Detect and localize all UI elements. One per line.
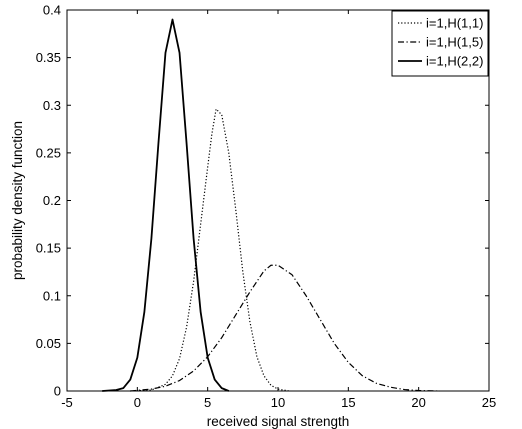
legend-entries: i=1,H(1,1) i=1,H(1,5) i=1,H(2,2) (398, 16, 483, 69)
legend-box (391, 10, 489, 77)
x-tick-label: 0 (134, 395, 141, 410)
y-axis-label: probability density function (10, 121, 25, 280)
y-tick-label: 0.25 (36, 145, 61, 160)
x-tick-label: 20 (411, 395, 425, 410)
series-line-3 (102, 18, 230, 392)
y-tick-label: 0.15 (36, 241, 61, 256)
x-tick-label: 25 (482, 395, 496, 410)
legend-label-2: i=1,H(1,5) (426, 35, 483, 50)
legend-label-1: i=1,H(1,1) (426, 16, 483, 31)
y-tick-label: 0 (54, 384, 61, 399)
y-tick-label: 0.3 (43, 98, 61, 113)
x-axis-label: received signal strength (207, 414, 350, 429)
y-tick-label: 0.35 (36, 50, 61, 65)
y-tick-label: 0.4 (43, 3, 61, 18)
x-tick-label: 5 (204, 395, 211, 410)
legend: i=1,H(1,1) i=1,H(1,5) i=1,H(2,2) (391, 10, 489, 77)
x-tick-label: 15 (341, 395, 355, 410)
axis-tick-labels: -5 0 5 10 15 20 2500.050.10.150.20.250.30.350.… (36, 3, 497, 411)
y-tick-label: 0.1 (43, 288, 61, 303)
series-line-2 (130, 264, 440, 392)
series-layer (102, 18, 440, 392)
legend-label-3: i=1,H(2,2) (426, 54, 483, 69)
x-tick-label: -5 (61, 395, 73, 410)
x-tick-label: 10 (271, 395, 285, 410)
y-tick-label: 0.05 (36, 336, 61, 351)
y-tick-label: 0.2 (43, 193, 61, 208)
